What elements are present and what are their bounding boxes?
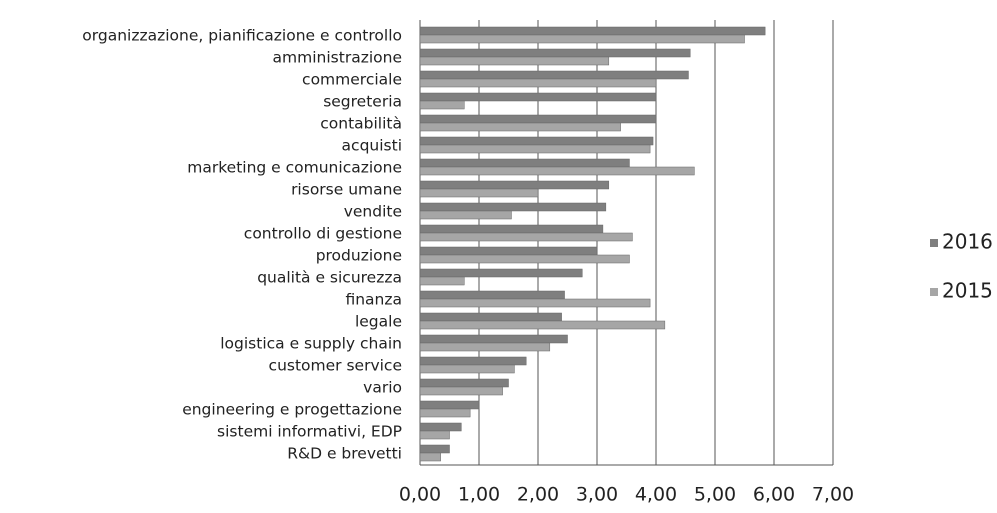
x-tick-label: 4,00 <box>635 484 677 506</box>
bar <box>419 320 666 330</box>
bar <box>419 276 465 286</box>
y-tick-label: R&D e brevetti <box>287 445 402 463</box>
x-tick-label: 1,00 <box>458 484 500 506</box>
bar <box>419 232 633 242</box>
bar <box>419 34 745 44</box>
x-tick-label: 6,00 <box>753 484 795 506</box>
bar <box>419 334 568 344</box>
y-tick-label: vendite <box>344 203 402 221</box>
bar <box>419 430 450 440</box>
bar <box>419 166 695 176</box>
y-tick-label: contabilità <box>320 115 402 133</box>
y-tick-label: controllo di gestione <box>244 225 402 243</box>
legend-swatch <box>930 288 938 296</box>
bar <box>419 400 480 410</box>
bar <box>419 356 527 366</box>
y-tick-label: engineering e progettazione <box>182 401 402 419</box>
x-tick-label: 5,00 <box>694 484 736 506</box>
y-tick-label: organizzazione, pianificazione e control… <box>82 27 402 45</box>
y-tick-label: customer service <box>269 357 402 375</box>
y-tick-label: produzione <box>316 247 402 265</box>
bar <box>419 246 598 256</box>
bar <box>419 70 689 80</box>
legend-label: 2015 <box>942 279 993 303</box>
bar <box>419 254 630 264</box>
bar <box>419 268 583 278</box>
y-tick-label: marketing e comunicazione <box>187 159 402 177</box>
bar <box>419 210 512 220</box>
bar <box>419 100 465 110</box>
bar <box>419 56 610 66</box>
legend-swatch <box>930 239 938 247</box>
bar <box>419 444 450 454</box>
y-tick-label: logistica e supply chain <box>220 335 402 353</box>
bar <box>419 122 621 132</box>
bar <box>419 158 630 168</box>
bar <box>419 114 657 124</box>
y-tick-label: qualità e sicurezza <box>257 269 402 287</box>
x-tick-label: 0,00 <box>399 484 441 506</box>
bar <box>419 452 441 462</box>
y-tick-label: commerciale <box>302 71 402 89</box>
bar <box>419 78 657 88</box>
bar <box>419 364 515 374</box>
bar <box>419 386 503 396</box>
x-tick-label: 2,00 <box>517 484 559 506</box>
bar <box>419 180 610 190</box>
bar <box>419 342 551 352</box>
y-tick-label: risorse umane <box>291 181 402 199</box>
bar <box>419 378 509 388</box>
x-tick-label: 7,00 <box>812 484 854 506</box>
bar <box>419 144 651 154</box>
bar <box>419 48 691 58</box>
y-tick-label: finanza <box>345 291 402 309</box>
bar <box>419 188 539 198</box>
bar <box>419 224 604 234</box>
bar <box>419 92 657 102</box>
bar <box>419 422 462 432</box>
y-tick-label: amministrazione <box>273 49 402 67</box>
bar <box>419 202 607 212</box>
y-tick-label: vario <box>363 379 402 397</box>
bar <box>419 408 471 418</box>
y-tick-label: legale <box>355 313 402 331</box>
y-tick-label: segreteria <box>323 93 402 111</box>
y-tick-label: sistemi informativi, EDP <box>217 423 402 441</box>
x-tick-label: 3,00 <box>576 484 618 506</box>
bar <box>419 290 565 300</box>
bar <box>419 312 562 322</box>
legend-label: 2016 <box>942 230 993 254</box>
bar <box>419 298 651 308</box>
bar <box>419 136 654 146</box>
y-tick-label: acquisti <box>342 137 402 155</box>
bar <box>419 26 766 36</box>
